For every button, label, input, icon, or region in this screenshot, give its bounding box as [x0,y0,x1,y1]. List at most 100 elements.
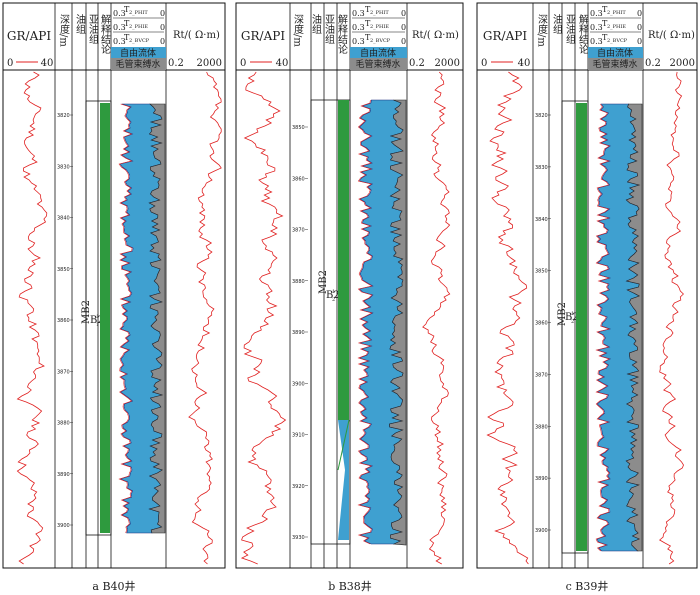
svg-text:MB2: MB2 [557,302,568,326]
svg-text:B2: B2 [326,290,340,301]
gr-max: 40 [41,58,54,69]
interp-bar [338,100,349,420]
svg-text:0.3: 0.3 [113,37,126,46]
svg-text:0: 0 [637,37,642,46]
t2-header: 0.3 T 2_PHIT 0 0.3 T 2_PHIE 0 0.3 T 2_BV… [111,5,166,70]
svg-text:自由流体: 自由流体 [597,47,633,59]
depth-tick-label: 3860 [292,176,305,182]
svg-text:毛管束缚水: 毛管束缚水 [592,58,637,70]
depth-tick-label: 3900 [57,523,70,529]
bound-water-area [148,103,166,534]
gr-title: GR/API [7,29,51,43]
svg-text:1: 1 [96,314,99,320]
svg-text:2000: 2000 [435,58,460,69]
rt-title: Rt/( Ω·m) [173,30,220,41]
depth-tick-label: 3900 [535,528,548,534]
svg-text:2000: 2000 [670,58,695,69]
svg-text:0.2: 0.2 [645,58,661,69]
depth-tick-label: 3860 [535,321,548,327]
svg-text:T: T [365,19,371,28]
gr-curve [486,71,529,565]
svg-text:亚油组: 亚油组 [564,14,576,44]
svg-text:解释结论: 解释结论 [336,13,348,54]
svg-text:B2: B2 [565,312,579,323]
svg-text:40: 40 [518,58,531,69]
svg-text:T: T [124,19,130,28]
svg-text:自由流体: 自由流体 [120,47,156,59]
svg-text:2: 2 [571,319,574,325]
svg-text:Rt/( Ω·m): Rt/( Ω·m) [412,30,459,41]
log-curve [422,71,451,565]
svg-text:0: 0 [637,23,642,32]
svg-text:T: T [124,33,130,42]
sub-oil-group-title: 亚油组 [87,14,99,44]
nmr-fill [595,103,643,552]
caption-b: b B38井 [328,579,372,593]
svg-text:0.3: 0.3 [590,23,603,32]
panel-frame [2,2,226,569]
svg-text:2_PHIE: 2_PHIE [607,24,626,30]
svg-text:解释结论: 解释结论 [577,13,589,54]
svg-text:2_BVCP: 2_BVCP [370,38,391,44]
svg-text:0.3: 0.3 [113,9,126,18]
nmr-fill [118,103,166,534]
depth-tick-label: 3920 [292,484,305,490]
svg-text:GR/API: GR/API [241,29,285,43]
oil-group-label: MB2 [81,300,92,324]
svg-text:2_PHIT: 2_PHIT [607,10,626,16]
svg-text:自由流体: 自由流体 [360,47,396,59]
depth-ticks: 3820 3830 3840 3850 3860 3870 3880 3890 3900 [535,113,551,534]
svg-text:亚油组: 亚油组 [323,14,335,44]
svg-text:0.3: 0.3 [113,23,126,32]
svg-text:深度/m: 深度/m [292,14,304,48]
panel-b39: GR/API 0 40 深度/m 油组 亚油组 解释结论 0.3 T 2_PHI… [476,2,698,569]
svg-text:0: 0 [401,23,406,32]
depth-tick-label: 3890 [292,330,305,336]
svg-text:0: 0 [240,58,246,69]
svg-text:40: 40 [276,58,289,69]
caption-c: c B39井 [566,579,609,593]
panel-b38: GR/API 0 40 深度/m 油组 亚油组 解释结论 0.3 T 2_PHI… [235,2,464,569]
depth-tick-label: 3860 [57,318,70,324]
rt-curve [659,71,684,565]
porosity-curve [118,103,133,534]
svg-text:T: T [602,33,608,42]
svg-text:毛管束缚水: 毛管束缚水 [115,58,160,70]
svg-text:Rt/( Ω·m): Rt/( Ω·m) [648,30,695,41]
bound-water-area [625,103,643,552]
log-curve [659,71,684,565]
panel-b40: GR/API 0 40 深度/m 油组 亚油组 解释结论 0.3 T 2_PHI… [2,2,226,569]
sub-group-label: B2 [90,315,104,326]
depth-tick-label: 3820 [57,113,70,119]
depth-tick-label: 3900 [292,381,305,387]
depth-tick-label: 3830 [535,165,548,171]
svg-text:2_PHIE: 2_PHIE [370,24,389,30]
svg-text:2: 2 [332,297,335,303]
depth-tick-label: 3850 [57,267,70,273]
porosity-curve [595,103,611,552]
porosity-curve [357,99,373,545]
svg-text:MB2: MB2 [318,270,329,294]
nmr-fill [357,99,407,546]
svg-text:1: 1 [571,311,574,317]
depth-tick-label: 3890 [57,472,70,478]
svg-text:毛管束缚水: 毛管束缚水 [355,58,400,70]
svg-text:T: T [602,19,608,28]
interp-bar-lower [338,420,349,540]
interp-bar [576,103,587,551]
log-curve [486,71,529,565]
depth-tick-label: 3830 [57,164,70,170]
svg-text:0.2: 0.2 [409,58,425,69]
depth-tick-label: 3840 [57,216,70,222]
svg-text:GR/API: GR/API [483,29,527,43]
gr-curve [240,71,287,565]
log-curve [16,71,48,565]
depth-ticks: 3820 3830 3840 3850 3860 3870 3880 3890 3900 [57,113,73,529]
depth-tick-label: 3850 [292,125,305,131]
depth-tick-label: 3820 [535,113,548,119]
svg-text:0.3: 0.3 [590,37,603,46]
svg-text:T: T [365,33,371,42]
svg-text:油组: 油组 [310,13,322,34]
svg-text:T: T [602,5,608,14]
